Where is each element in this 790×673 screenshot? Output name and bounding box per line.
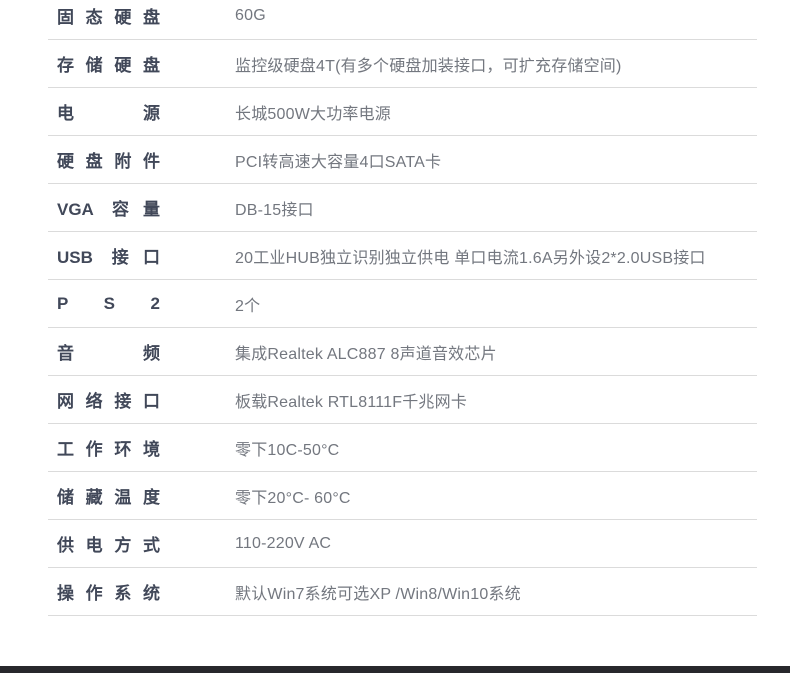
spec-label: 硬盘附件 bbox=[57, 152, 160, 171]
spec-value: PCI转高速大容量4口SATA卡 bbox=[235, 153, 442, 171]
spec-row-usb: USB 接口 20工业HUB独立识别独立供电 单口电流1.6A另外设2*2.0U… bbox=[48, 232, 757, 280]
spec-value: 板载Realtek RTL8111F千兆网卡 bbox=[235, 393, 468, 411]
spec-row-power-supply: 电源 长城500W大功率电源 bbox=[48, 88, 757, 136]
spec-label: 网络接口 bbox=[57, 392, 160, 411]
spec-label: USB 接口 bbox=[57, 248, 160, 267]
spec-label: 储藏温度 bbox=[57, 488, 160, 507]
spec-label: 供电方式 bbox=[57, 536, 160, 555]
spec-row-ssd: 固态硬盘 60G bbox=[48, 0, 757, 40]
spec-value: 零下20°C- 60°C bbox=[235, 489, 351, 507]
spec-row-audio: 音频 集成Realtek ALC887 8声道音效芯片 bbox=[48, 328, 757, 376]
spec-value: 零下10C-50°C bbox=[235, 441, 340, 459]
bottom-divider-bar bbox=[0, 666, 790, 673]
spec-value: DB-15接口 bbox=[235, 201, 314, 219]
spec-label: 工作环境 bbox=[57, 440, 160, 459]
spec-row-working-env: 工作环境 零下10C-50°C bbox=[48, 424, 757, 472]
spec-value: 监控级硬盘4T(有多个硬盘加装接口，可扩充存储空间) bbox=[235, 57, 622, 75]
spec-value: 110-220V AC bbox=[235, 534, 332, 552]
spec-row-power-input: 供电方式 110-220V AC bbox=[48, 520, 757, 568]
spec-label: P S 2 bbox=[57, 293, 160, 313]
spec-label: 存储硬盘 bbox=[57, 56, 160, 75]
spec-row-vga: VGA 容量 DB-15接口 bbox=[48, 184, 757, 232]
spec-row-network: 网络接口 板载Realtek RTL8111F千兆网卡 bbox=[48, 376, 757, 424]
spec-value: 默认Win7系统可选XP /Win8/Win10系统 bbox=[235, 585, 521, 603]
spec-label: VGA 容量 bbox=[57, 200, 160, 219]
spec-label: 音频 bbox=[57, 344, 160, 363]
spec-value: 长城500W大功率电源 bbox=[235, 105, 391, 123]
spec-table: 固态硬盘 60G 存储硬盘 监控级硬盘4T(有多个硬盘加装接口，可扩充存储空间)… bbox=[48, 0, 757, 616]
spec-label: 固态硬盘 bbox=[57, 8, 160, 27]
spec-row-os: 操作系统 默认Win7系统可选XP /Win8/Win10系统 bbox=[48, 568, 757, 616]
spec-value: 2个 bbox=[235, 297, 261, 315]
spec-row-storage-temp: 储藏温度 零下20°C- 60°C bbox=[48, 472, 757, 520]
spec-label: 电源 bbox=[57, 104, 160, 123]
spec-label: 操作系统 bbox=[57, 584, 160, 603]
spec-row-disk-accessory: 硬盘附件 PCI转高速大容量4口SATA卡 bbox=[48, 136, 757, 184]
spec-row-storage-disk: 存储硬盘 监控级硬盘4T(有多个硬盘加装接口，可扩充存储空间) bbox=[48, 40, 757, 88]
spec-value: 集成Realtek ALC887 8声道音效芯片 bbox=[235, 345, 497, 363]
spec-value: 60G bbox=[235, 6, 266, 24]
spec-row-ps2: P S 2 2个 bbox=[48, 280, 757, 328]
spec-value: 20工业HUB独立识别独立供电 单口电流1.6A另外设2*2.0USB接口 bbox=[235, 249, 706, 267]
